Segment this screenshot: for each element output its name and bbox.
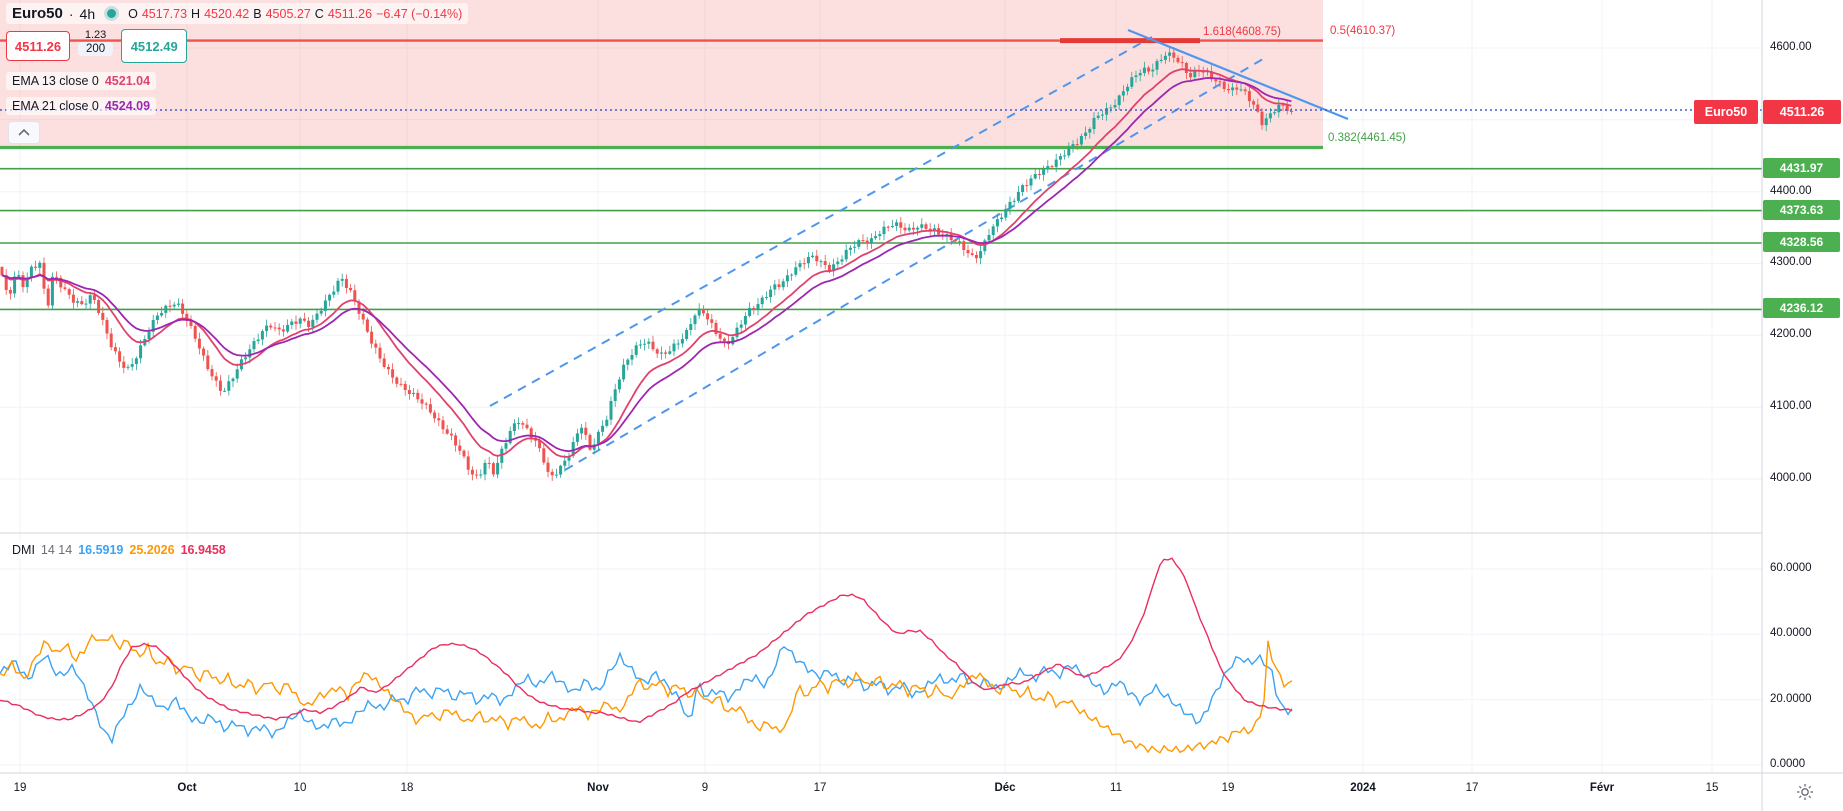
- sell-button[interactable]: 4511.26: [6, 31, 70, 61]
- time-tick-label[interactable]: 19: [13, 782, 27, 794]
- price-level-badge[interactable]: 4236.12: [1763, 298, 1840, 319]
- time-tick-label[interactable]: Oct: [177, 782, 197, 794]
- price-level-badge[interactable]: 4328.56: [1763, 231, 1840, 252]
- dmi-label: DMI: [12, 543, 35, 557]
- price-tick-label: 4600.00: [1770, 41, 1812, 53]
- time-tick-label[interactable]: 15: [1705, 782, 1719, 794]
- symbol-name[interactable]: Euro50: [12, 5, 63, 22]
- dmi-tick-label: 40.0000: [1770, 627, 1812, 640]
- spread-chip: 200: [78, 42, 114, 56]
- dmi-tick-label: 60.0000: [1770, 561, 1812, 574]
- dmi-tick-label: 0.0000: [1770, 758, 1806, 770]
- price-tick-label: 4200.00: [1770, 328, 1812, 341]
- ema21-line[interactable]: [1, 76, 1292, 453]
- timezone-settings-button[interactable]: [1796, 783, 1814, 801]
- change-value: −6.47 (−0.14%): [376, 6, 463, 21]
- gear-icon: [1797, 784, 1813, 800]
- ema21-legend[interactable]: EMA 21 close 0 4524.09: [6, 97, 157, 115]
- time-tick-label[interactable]: 11: [1110, 782, 1122, 794]
- collapse-legend-button[interactable]: [8, 121, 40, 144]
- candlestick-series[interactable]: [0, 47, 1293, 482]
- ema13-label: EMA 13 close 0: [12, 74, 99, 88]
- time-tick-label[interactable]: Nov: [587, 782, 609, 794]
- time-tick-label[interactable]: 17: [813, 782, 827, 794]
- high-value: 4520.42: [204, 6, 250, 21]
- price-tick-label: 4400.00: [1770, 184, 1812, 197]
- dashed-trendline[interactable]: [489, 36, 1153, 407]
- dmi-adx-value: 16.9458: [180, 543, 226, 557]
- dashed-trendline[interactable]: [564, 55, 1269, 471]
- time-tick-label[interactable]: 2024: [1350, 782, 1376, 794]
- quote-panel: 4511.26 1.23 200 4512.49: [6, 29, 188, 63]
- time-tick-label[interactable]: 10: [293, 782, 307, 794]
- ohlc-values: O 4517.73 H 4520.42 B 4505.27 C 4511.26 −6.4…: [128, 7, 462, 21]
- gridlines: [0, 0, 1762, 773]
- time-tick-label[interactable]: Déc: [994, 782, 1016, 794]
- chevron-up-icon: [18, 129, 30, 136]
- fib-retracement-zone[interactable]: [0, 0, 1323, 148]
- symbol-legend-row[interactable]: Euro50 · 4h O 4517.73 H 4520.42 B 4505.27 C…: [6, 3, 469, 24]
- dmi-tick-label: 20.0000: [1770, 692, 1812, 705]
- fib-0382-label[interactable]: 0.382(4461.45): [1328, 132, 1407, 144]
- high-label: H: [191, 6, 201, 21]
- time-tick-label[interactable]: 19: [1221, 782, 1235, 794]
- close-value: 4511.26: [327, 6, 373, 21]
- time-tick-label[interactable]: 18: [400, 782, 414, 794]
- ema13-value: 4521.04: [104, 74, 151, 88]
- fib-05-label[interactable]: 0.5(4610.37): [1330, 25, 1396, 37]
- market-status-dot: [107, 9, 117, 18]
- last-price-value-badge[interactable]: 4511.26: [1763, 100, 1841, 124]
- spread-column: 1.23 200: [78, 29, 114, 56]
- dmi-plus-di-line[interactable]: [0, 646, 1293, 745]
- dmi-plus-di-value: 16.5919: [78, 543, 124, 557]
- ema13-line[interactable]: [1, 68, 1292, 458]
- time-tick-label[interactable]: 17: [1465, 782, 1479, 794]
- time-tick-label[interactable]: Févr: [1589, 782, 1615, 794]
- ema13-legend[interactable]: EMA 13 close 0 4521.04: [6, 72, 157, 90]
- price-tick-label: 4300.00: [1770, 256, 1812, 269]
- price-level-badge[interactable]: 4431.97: [1763, 157, 1840, 178]
- price-tick-label: 4000.00: [1770, 471, 1812, 484]
- low-label: B: [253, 6, 262, 21]
- dmi-legend[interactable]: DMI 14 14 16.5919 25.2026 16.9458: [6, 541, 232, 559]
- open-value: 4517.73: [141, 6, 188, 21]
- price-tick-label: 4100.00: [1770, 400, 1812, 413]
- spread-upper: 1.23: [84, 29, 107, 41]
- buy-button[interactable]: 4512.49: [121, 29, 188, 63]
- dmi-adx-line[interactable]: [0, 557, 1293, 724]
- last-price-symbol-badge: Euro50: [1694, 100, 1758, 124]
- ema21-label: EMA 21 close 0: [12, 99, 99, 113]
- fib-1618-label[interactable]: 1.618(4608.75): [1203, 26, 1282, 38]
- timeframe-label[interactable]: 4h: [79, 5, 96, 22]
- solid-trendline[interactable]: [1127, 28, 1349, 121]
- dmi-minus-di-line[interactable]: [0, 633, 1293, 754]
- low-value: 4505.27: [265, 6, 311, 21]
- ema21-value: 4524.09: [104, 99, 151, 113]
- price-level-badge[interactable]: 4373.63: [1763, 199, 1840, 220]
- close-label: C: [314, 6, 324, 21]
- dmi-params: 14 14: [40, 543, 73, 557]
- open-label: O: [128, 6, 138, 21]
- time-tick-label[interactable]: 9: [701, 782, 709, 794]
- legend-separator: ·: [68, 5, 74, 22]
- horizontal-level-lines[interactable]: [0, 167, 1762, 311]
- dmi-minus-di-value: 25.2026: [129, 543, 175, 557]
